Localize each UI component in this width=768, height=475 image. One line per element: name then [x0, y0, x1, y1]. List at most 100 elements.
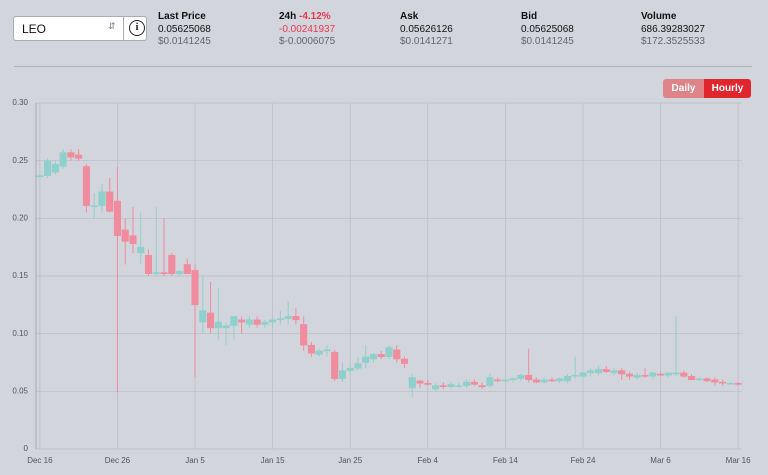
- x-tick-label: Dec 16: [27, 456, 53, 465]
- candle-body: [711, 379, 719, 383]
- x-tick-label: Feb 24: [571, 456, 596, 465]
- candle-body: [36, 175, 44, 178]
- chevron: ⇵: [108, 21, 116, 31]
- candle-body: [726, 383, 734, 385]
- candle-body: [67, 152, 75, 158]
- candle-body: [408, 377, 416, 389]
- candle-body: [214, 321, 222, 329]
- candle-body: [222, 325, 230, 329]
- stat: Last Price 0.05625068 $0.0141245: [158, 11, 211, 49]
- stat-label-text: Ask: [400, 11, 419, 22]
- stat: Bid 0.05625068 $0.0141245: [521, 11, 574, 49]
- stat-value: 686.39283027: [641, 23, 705, 35]
- stat-change: -4.12%: [299, 11, 331, 22]
- candle-body: [439, 385, 447, 387]
- candle-body: [734, 383, 742, 385]
- candle-body: [183, 264, 191, 274]
- y-tick-label: 0.10: [12, 329, 28, 338]
- candle-body: [253, 319, 261, 325]
- x-tick-label: Jan 15: [261, 456, 286, 465]
- candle-body: [175, 271, 184, 274]
- stat-sub: $172.3525533: [641, 36, 705, 47]
- y-tick-label: 0.15: [12, 271, 28, 280]
- candle-body: [703, 378, 711, 382]
- candle-body: [362, 356, 370, 363]
- stat-sub: $0.0141245: [521, 36, 574, 47]
- candle-body: [509, 378, 517, 381]
- candle-body: [245, 319, 253, 325]
- info-button[interactable]: i: [129, 20, 145, 36]
- candle-body: [610, 370, 618, 374]
- candle-body: [315, 350, 323, 355]
- candle-body: [230, 316, 238, 326]
- stat-sub: $0.0141245: [158, 36, 211, 47]
- candle-body: [106, 191, 114, 212]
- candle-body: [688, 376, 696, 381]
- daily-button[interactable]: Daily: [663, 79, 704, 98]
- stat-label: Last Price: [158, 11, 211, 24]
- y-tick-label: 0.30: [12, 98, 28, 107]
- candle-body: [494, 379, 502, 382]
- candle-body: [137, 246, 145, 254]
- candle-body: [602, 369, 610, 372]
- candle-body: [393, 349, 401, 360]
- candle-body: [517, 374, 525, 379]
- candle-body: [199, 310, 207, 323]
- candle-body: [207, 312, 215, 329]
- candle-body: [416, 380, 424, 384]
- candle-body: [168, 254, 176, 274]
- candle-body: [346, 368, 354, 371]
- candle-body: [641, 374, 649, 377]
- stat-value: 0.05625068: [158, 23, 211, 35]
- candle-body: [579, 372, 587, 377]
- candle-body: [369, 354, 378, 360]
- candle-body: [144, 254, 153, 274]
- candle-body: [672, 372, 680, 375]
- candle-body: [82, 166, 90, 206]
- symbol: LEO: [22, 22, 47, 36]
- candle-body: [649, 372, 657, 377]
- candle-body: [59, 152, 67, 167]
- candle-body: [238, 319, 246, 323]
- candle-body: [424, 383, 432, 385]
- candle-body: [618, 370, 626, 375]
- stat-value: 0.05625068: [521, 23, 574, 35]
- candle-body: [152, 272, 160, 274]
- candle-body: [354, 363, 362, 369]
- candle-body: [98, 191, 106, 206]
- hourly-button[interactable]: Hourly: [704, 79, 751, 98]
- candle-body: [385, 347, 393, 357]
- candle-body: [191, 269, 199, 306]
- candle-body: [695, 378, 703, 381]
- y-tick-label: 0.25: [12, 156, 28, 165]
- candle-body: [300, 324, 308, 346]
- candle-body: [323, 349, 331, 352]
- x-tick-label: Dec 26: [105, 456, 131, 465]
- x-tick-label: Jan 25: [338, 456, 363, 465]
- candle-body: [532, 379, 540, 383]
- candle-body: [594, 369, 603, 374]
- candle-body: [269, 319, 277, 323]
- stat-label-text: Last Price: [158, 11, 206, 22]
- symbol-select[interactable]: LEO ⇵ i: [13, 16, 147, 41]
- stat-value: 0.05626126: [400, 23, 453, 35]
- x-tick-label: Feb 4: [418, 456, 439, 465]
- y-tick-label: 0.05: [12, 386, 28, 395]
- candle-body: [455, 385, 463, 387]
- stat-label: Ask: [400, 11, 453, 24]
- candle-body: [656, 373, 665, 376]
- candle-body: [129, 235, 137, 244]
- candle-body: [400, 358, 409, 364]
- separator: [123, 17, 124, 40]
- stat-value: -0.00241937: [279, 23, 336, 35]
- candle-body: [44, 160, 52, 176]
- candle-body: [113, 200, 122, 236]
- candle-body: [571, 374, 579, 377]
- candle-body: [75, 154, 83, 159]
- candle-body: [548, 379, 556, 382]
- candle-body: [447, 384, 455, 387]
- candle-body: [292, 316, 300, 321]
- y-tick-label: 0: [24, 444, 29, 453]
